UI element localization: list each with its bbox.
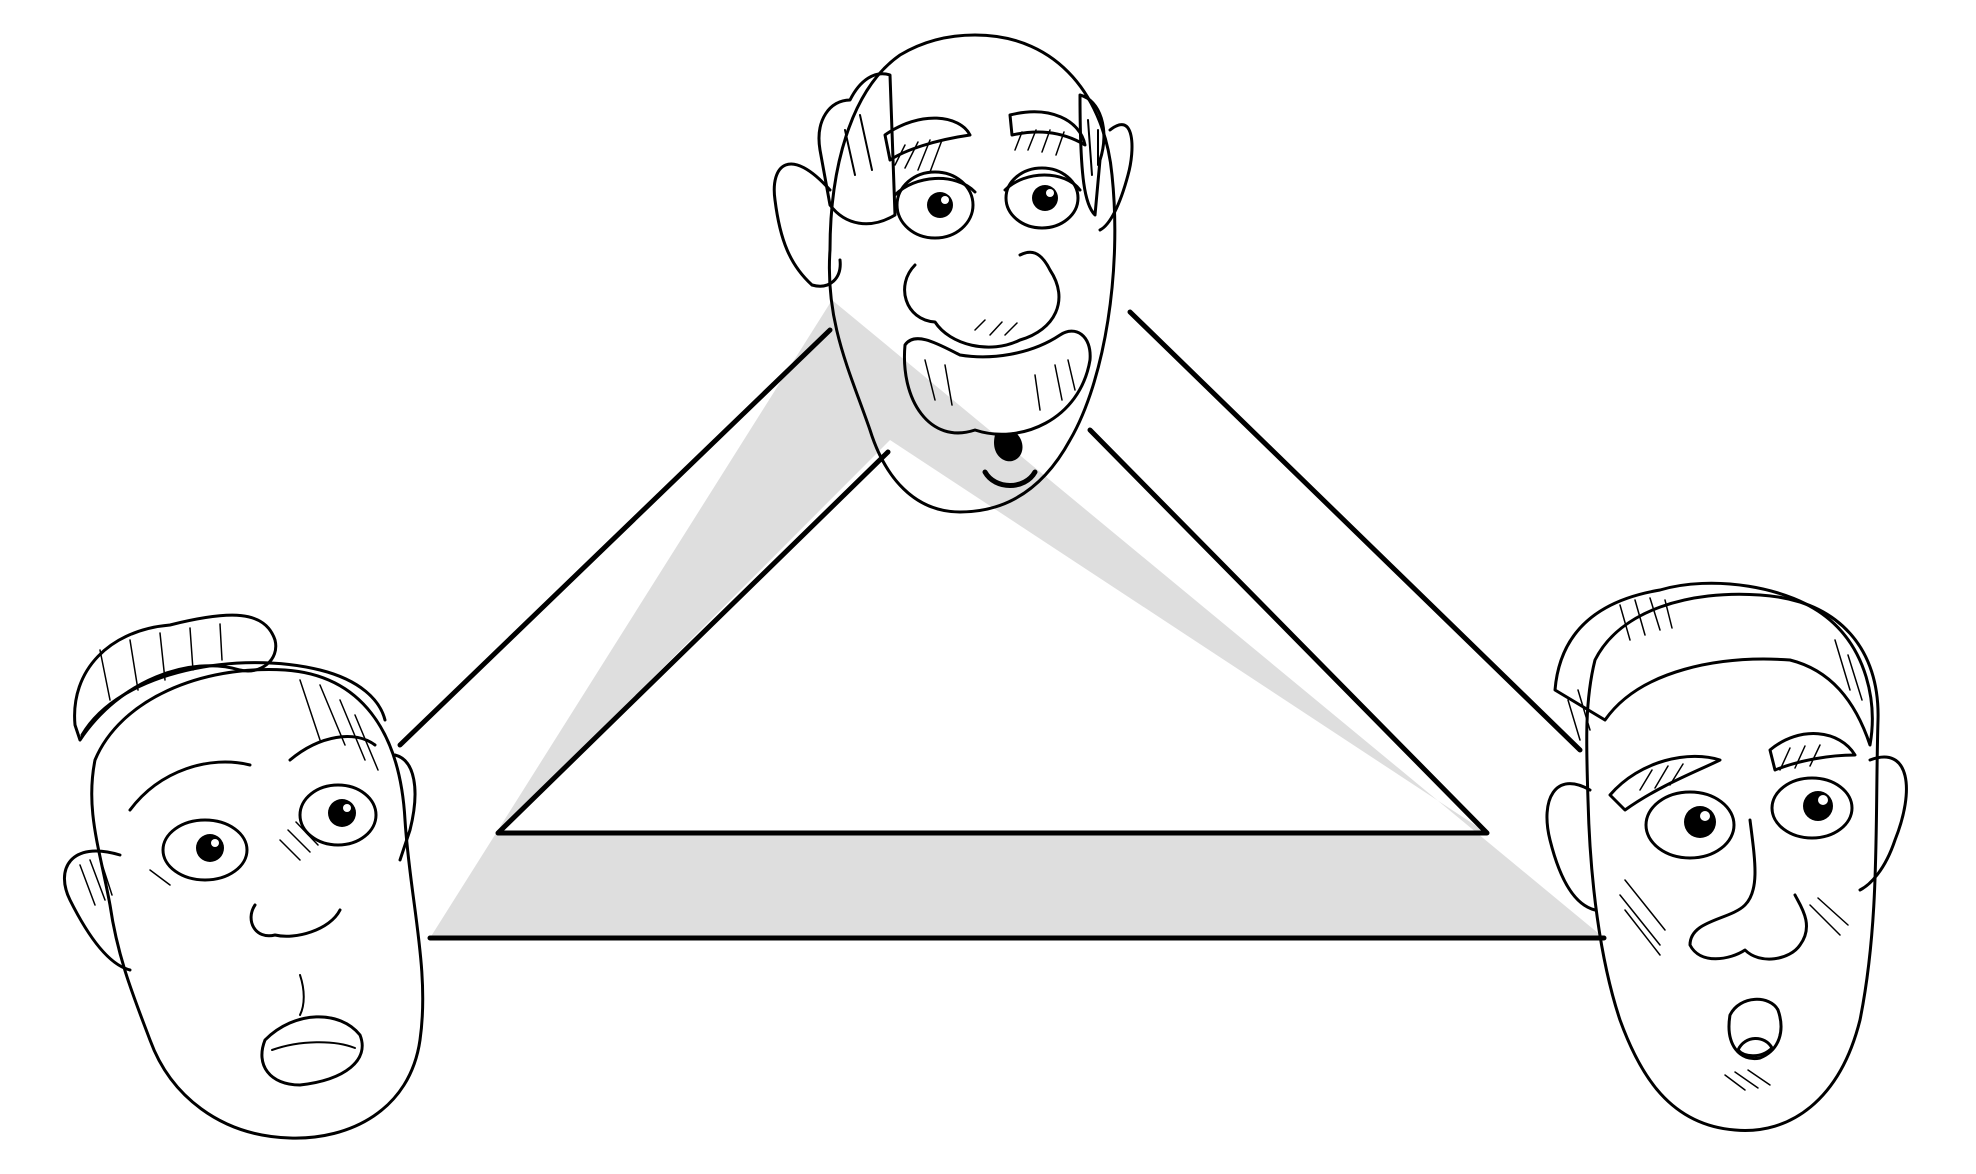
top-face-left-eye [895,170,975,240]
left-face-right-eye [298,783,378,847]
right-face-left-brow [1608,754,1722,812]
right-face-nose [1688,818,1808,961]
right-face-left-pupil [1684,806,1716,838]
left-face-left-brow [128,760,252,812]
left-character-face [63,613,425,1140]
right-face-right-eye [1770,776,1854,840]
right-face-left-ear [1545,782,1597,912]
left-face-left-eye [161,818,249,882]
top-face-left-brow [883,116,972,162]
right-face-right-pupil [1803,791,1833,821]
top-face-hair-right [1078,93,1106,217]
left-face-lips [260,1015,364,1087]
right-face-hair [1553,581,1874,747]
left-face-ear [63,849,132,972]
top-face-nose [903,250,1061,349]
left-face-right-pupil [328,799,356,827]
top-face-moustache [902,329,1092,436]
top-face-right-pupil [1032,185,1058,211]
right-face-right-brow [1768,732,1857,772]
left-face-left-pupil [196,834,224,862]
triangle-inner-edge [495,427,1490,836]
left-face-hair-bun [73,613,278,742]
left-face-head [90,668,425,1140]
left-face-hairline [80,661,387,737]
left-face-right-ear [393,753,417,862]
left-face-nose [249,903,342,938]
top-face-left-pupil [927,192,953,218]
triangle-band [430,300,1604,938]
right-face-left-eye [1644,790,1736,860]
right-character-face [1545,581,1908,1132]
top-face-right-eye [1004,166,1080,230]
top-face-mouth [994,432,1023,462]
triangle-outer-edge [397,309,1607,941]
top-face-head [827,33,1117,514]
right-face-head [1585,592,1880,1132]
left-face-right-brow [288,735,377,762]
right-face-mouth [1727,997,1783,1061]
top-face-hair-left [817,72,897,226]
right-face-right-ear [1858,755,1908,892]
top-face-right-ear [1098,123,1134,232]
top-character-face [772,33,1134,514]
top-face-right-brow [1008,110,1087,147]
